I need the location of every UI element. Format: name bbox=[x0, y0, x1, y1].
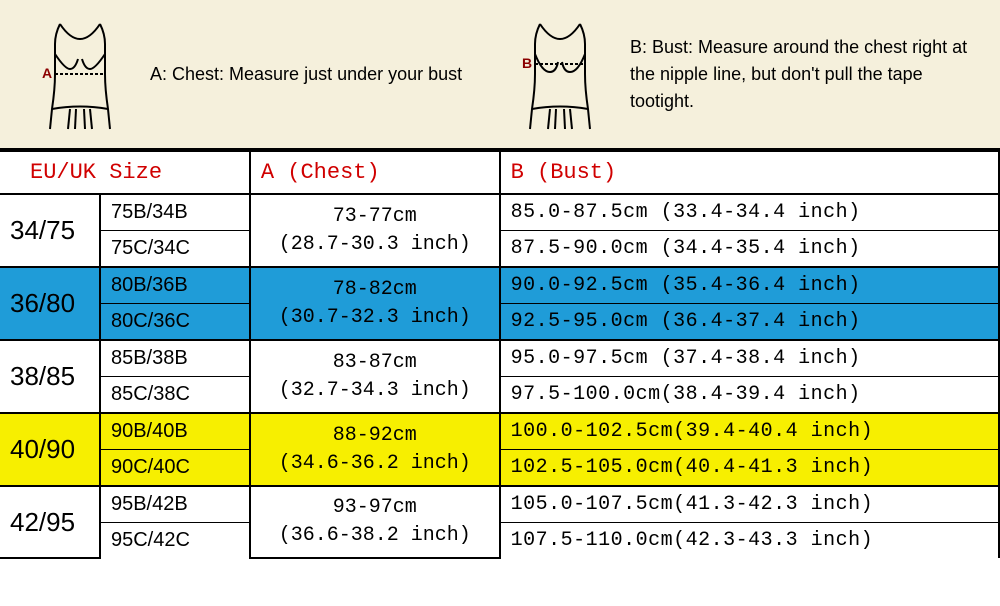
size-chart-table: EU/UK SizeA (Chest)B (Bust)34/7575B/34B7… bbox=[0, 150, 1000, 559]
measurement-diagram: A A: Chest: Measure just under your bust… bbox=[0, 0, 1000, 150]
table-row: 85C/38C 97.5-100.0cm(38.4-39.4 inch) bbox=[0, 377, 999, 414]
table-row: 42/9595B/42B93-97cm(36.6-38.2 inch)105.0… bbox=[0, 486, 999, 523]
bust-cell: 100.0-102.5cm(39.4-40.4 inch) bbox=[500, 413, 999, 450]
label-a: A bbox=[42, 65, 52, 81]
bust-cell: 107.5-110.0cm(42.3-43.3 inch) bbox=[500, 523, 999, 559]
size-cell: 34/75 bbox=[0, 194, 100, 267]
table-row: 95C/42C 107.5-110.0cm(42.3-43.3 inch) bbox=[0, 523, 999, 559]
diagram-b: B B: Bust: Measure around the chest righ… bbox=[500, 14, 980, 134]
diagram-a: A A: Chest: Measure just under your bust bbox=[20, 14, 500, 134]
chest-cell: 78-82cm(30.7-32.3 inch) bbox=[250, 267, 500, 340]
header-size: EU/UK Size bbox=[0, 151, 250, 194]
chest-cell: 73-77cm(28.7-30.3 inch) bbox=[250, 194, 500, 267]
sub-size-cell: 75B/34B bbox=[100, 194, 250, 231]
chest-cell: 83-87cm(32.7-34.3 inch) bbox=[250, 340, 500, 413]
size-cell: 38/85 bbox=[0, 340, 100, 413]
bust-cell: 87.5-90.0cm (34.4-35.4 inch) bbox=[500, 231, 999, 268]
chest-cell: 93-97cm(36.6-38.2 inch) bbox=[250, 486, 500, 558]
label-b: B bbox=[522, 55, 532, 71]
header-bust: B (Bust) bbox=[500, 151, 999, 194]
bust-cell: 95.0-97.5cm (37.4-38.4 inch) bbox=[500, 340, 999, 377]
torso-b-icon: B bbox=[500, 14, 620, 134]
size-cell: 42/95 bbox=[0, 486, 100, 558]
table-row: 38/8585B/38B83-87cm(32.7-34.3 inch)95.0-… bbox=[0, 340, 999, 377]
bust-cell: 102.5-105.0cm(40.4-41.3 inch) bbox=[500, 450, 999, 487]
table-row: 80C/36C 92.5-95.0cm (36.4-37.4 inch) bbox=[0, 304, 999, 341]
table-row: 90C/40C 102.5-105.0cm(40.4-41.3 inch) bbox=[0, 450, 999, 487]
instruction-a-text: A: Chest: Measure just under your bust bbox=[140, 61, 462, 88]
sub-size-cell: 80B/36B bbox=[100, 267, 250, 304]
sub-size-cell: 95B/42B bbox=[100, 486, 250, 523]
instruction-b-text: B: Bust: Measure around the chest right … bbox=[620, 34, 980, 115]
bust-cell: 90.0-92.5cm (35.4-36.4 inch) bbox=[500, 267, 999, 304]
bust-cell: 97.5-100.0cm(38.4-39.4 inch) bbox=[500, 377, 999, 414]
table-row: 75C/34C 87.5-90.0cm (34.4-35.4 inch) bbox=[0, 231, 999, 268]
sub-size-cell: 95C/42C bbox=[100, 523, 250, 559]
table-row: 40/9090B/40B88-92cm(34.6-36.2 inch)100.0… bbox=[0, 413, 999, 450]
sub-size-cell: 85C/38C bbox=[100, 377, 250, 414]
chest-cell: 88-92cm(34.6-36.2 inch) bbox=[250, 413, 500, 486]
header-row: EU/UK SizeA (Chest)B (Bust) bbox=[0, 151, 999, 194]
table-row: 34/7575B/34B73-77cm(28.7-30.3 inch)85.0-… bbox=[0, 194, 999, 231]
sub-size-cell: 90B/40B bbox=[100, 413, 250, 450]
torso-a-icon: A bbox=[20, 14, 140, 134]
header-chest: A (Chest) bbox=[250, 151, 500, 194]
sub-size-cell: 80C/36C bbox=[100, 304, 250, 341]
sub-size-cell: 75C/34C bbox=[100, 231, 250, 268]
size-cell: 40/90 bbox=[0, 413, 100, 486]
bust-cell: 92.5-95.0cm (36.4-37.4 inch) bbox=[500, 304, 999, 341]
sub-size-cell: 85B/38B bbox=[100, 340, 250, 377]
bust-cell: 105.0-107.5cm(41.3-42.3 inch) bbox=[500, 486, 999, 523]
sub-size-cell: 90C/40C bbox=[100, 450, 250, 487]
size-cell: 36/80 bbox=[0, 267, 100, 340]
table-row: 36/8080B/36B78-82cm(30.7-32.3 inch)90.0-… bbox=[0, 267, 999, 304]
bust-cell: 85.0-87.5cm (33.4-34.4 inch) bbox=[500, 194, 999, 231]
